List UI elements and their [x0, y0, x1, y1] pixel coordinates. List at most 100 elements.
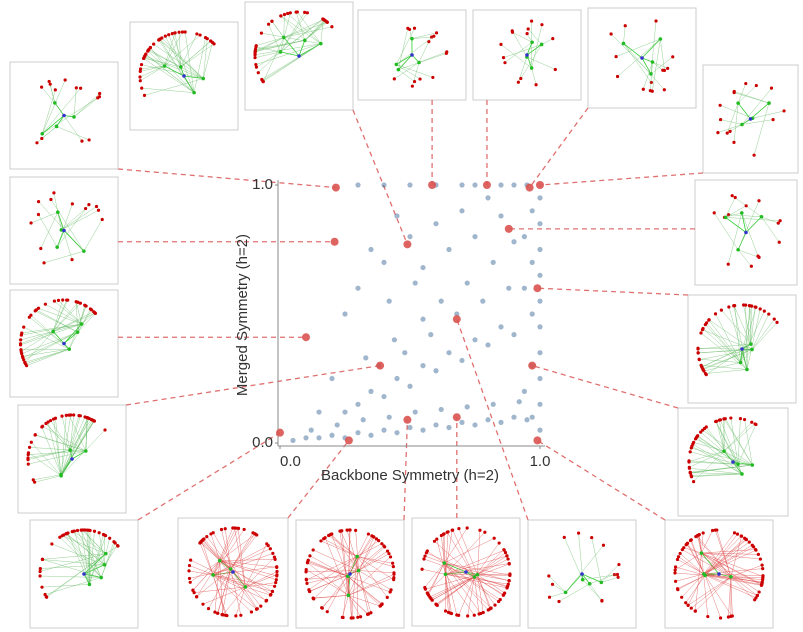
leaf-node — [445, 530, 449, 534]
edge — [477, 573, 510, 575]
leaf-node — [345, 528, 349, 532]
edge — [504, 42, 533, 63]
leaf-node — [434, 31, 439, 35]
leader-line — [539, 172, 704, 186]
leaf-node — [21, 356, 25, 360]
edge — [172, 33, 195, 93]
leaf-node — [718, 103, 722, 107]
point — [459, 208, 465, 214]
leaf-node — [739, 534, 744, 538]
edge — [42, 89, 56, 134]
point — [459, 357, 465, 364]
edge — [444, 562, 501, 600]
edge — [641, 57, 653, 63]
leaf-node — [50, 542, 54, 546]
hub-node — [40, 132, 45, 136]
edge — [45, 423, 71, 451]
leaf-node — [191, 588, 195, 592]
leaf-node — [439, 533, 443, 538]
leaf-node — [776, 221, 780, 225]
y-axis-title: Merged Symmetry (h=2) — [234, 234, 251, 396]
leaf-node — [478, 528, 482, 532]
edge — [52, 299, 67, 332]
leaf-node — [94, 204, 99, 209]
leaf-node — [88, 307, 93, 311]
point — [537, 401, 543, 407]
edge — [42, 559, 102, 578]
leaf-node — [192, 591, 196, 595]
edge — [750, 306, 756, 345]
edge — [434, 541, 475, 578]
leaf-node — [92, 529, 97, 533]
leaf-node — [112, 540, 116, 544]
leaf-node — [138, 79, 142, 83]
leaf-node — [223, 527, 227, 531]
edge — [254, 43, 321, 56]
edge — [444, 562, 510, 582]
edge — [679, 553, 706, 576]
leaf-node — [676, 555, 681, 559]
edge — [47, 421, 62, 475]
hub-node — [179, 65, 183, 69]
center-node — [580, 572, 584, 576]
edge — [714, 212, 739, 250]
edge — [258, 51, 281, 73]
edge — [54, 300, 82, 325]
leaf-node — [85, 416, 89, 420]
hub-node — [278, 50, 283, 54]
edge — [30, 211, 58, 224]
edge — [356, 556, 388, 598]
point — [529, 414, 535, 420]
edge — [147, 50, 165, 67]
leaf-node — [75, 528, 80, 533]
leaf-node — [754, 596, 758, 600]
edge — [698, 534, 702, 554]
point — [537, 246, 543, 253]
leaf-node — [148, 45, 153, 50]
edge — [431, 576, 475, 601]
leader-line — [117, 168, 336, 189]
edge — [761, 216, 780, 243]
edge — [245, 582, 276, 588]
edge — [53, 419, 62, 476]
point — [472, 337, 478, 343]
edge — [444, 562, 492, 609]
leaf-node — [279, 14, 283, 18]
leaf-node — [42, 261, 46, 265]
leaf-node — [391, 561, 395, 565]
leaf-node — [108, 536, 112, 540]
leaf-node — [388, 555, 393, 559]
edge — [212, 574, 257, 610]
edge — [61, 208, 86, 231]
edge — [688, 460, 739, 465]
edge — [549, 592, 566, 598]
edge — [477, 574, 505, 594]
edge — [77, 313, 96, 333]
edge — [77, 530, 102, 578]
leaf-node — [696, 351, 700, 355]
edge — [140, 65, 165, 81]
edge — [725, 197, 736, 218]
leaf-node — [688, 538, 693, 543]
edge — [58, 300, 82, 325]
edge — [144, 55, 204, 79]
hub-node — [739, 211, 744, 215]
edge — [411, 32, 437, 39]
edge — [445, 563, 510, 575]
edge — [477, 574, 492, 609]
edge — [652, 38, 661, 92]
leaf-node — [52, 299, 57, 303]
edge — [690, 451, 739, 465]
edge — [22, 348, 70, 357]
point — [511, 239, 517, 245]
edge — [582, 574, 618, 580]
edge — [703, 549, 757, 575]
hub-node — [75, 330, 80, 334]
edge — [720, 105, 753, 119]
point — [433, 422, 439, 428]
edge — [68, 308, 91, 350]
edge — [702, 329, 753, 350]
highlight-point — [452, 413, 461, 422]
edge — [245, 586, 271, 596]
center-node — [348, 572, 352, 576]
